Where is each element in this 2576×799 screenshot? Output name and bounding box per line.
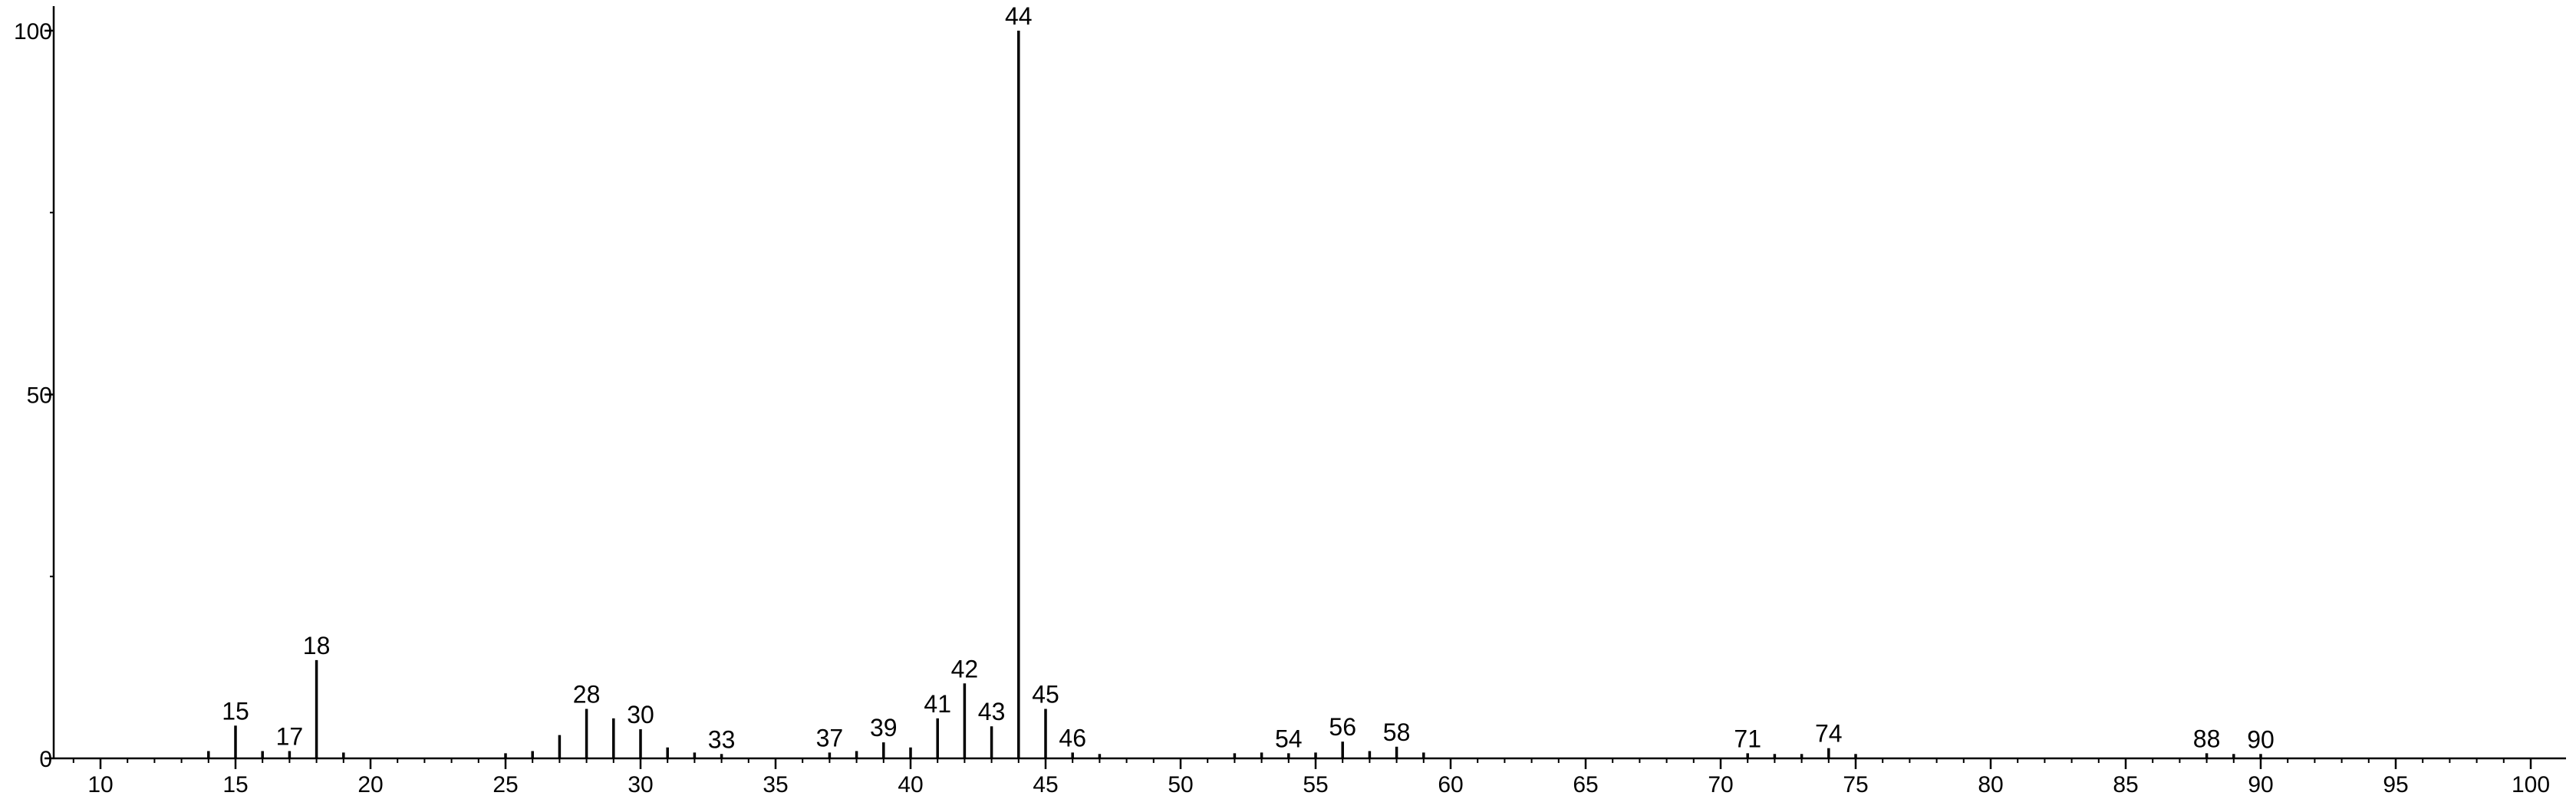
peak-label: 46 [1059,724,1086,751]
peak-label: 41 [924,690,951,718]
peak-label: 45 [1032,680,1059,708]
peak-label: 37 [816,724,844,751]
peak-label: 71 [1734,725,1761,752]
peak-label: 58 [1383,718,1411,746]
peak-label: 42 [951,655,979,682]
peak-label: 17 [276,723,304,751]
y-tick-label: 100 [14,19,52,44]
x-tick-label: 50 [1168,772,1193,797]
peak-label: 28 [573,680,601,708]
y-tick-label: 0 [39,747,52,772]
peak-label: 54 [1275,725,1303,752]
peak-label: 39 [870,714,898,741]
x-tick-label: 80 [1978,772,2003,797]
x-tick-label: 10 [87,772,113,797]
x-tick-label: 95 [2383,772,2408,797]
y-tick-label: 50 [27,383,52,409]
peak-label: 15 [222,697,249,725]
x-tick-label: 55 [1303,772,1328,797]
peak-group [207,31,2262,758]
x-tick-label: 90 [2248,772,2273,797]
x-tick-label: 25 [492,772,518,797]
x-tick-label: 35 [763,772,788,797]
peak-label: 30 [627,701,654,728]
peak-label: 43 [978,698,1006,725]
x-tick-label: 30 [628,772,653,797]
x-tick-label: 45 [1033,772,1058,797]
peak-label: 44 [1005,2,1033,30]
x-tick-label: 40 [898,772,923,797]
x-tick-label: 60 [1438,772,1463,797]
x-tick-label: 20 [357,772,383,797]
x-tick-label: 100 [2512,772,2550,797]
x-tick-label: 65 [1573,772,1598,797]
peak-label: 18 [303,632,331,659]
x-tick-label: 15 [222,772,248,797]
peak-label: 88 [2193,725,2221,752]
x-tick-label: 85 [2113,772,2138,797]
peak-label: 33 [708,725,736,753]
peak-label: 74 [1815,720,1843,748]
x-tick-label: 70 [1708,772,1733,797]
peak-label: 90 [2247,725,2275,753]
x-tick-label: 75 [1843,772,1868,797]
peak-label: 56 [1329,713,1356,741]
ticks: 0 50 100 10 15 20 25 30 35 40 45 50 55 60 65 70 75 80 85 90… [14,19,2550,797]
axes [52,6,2566,760]
